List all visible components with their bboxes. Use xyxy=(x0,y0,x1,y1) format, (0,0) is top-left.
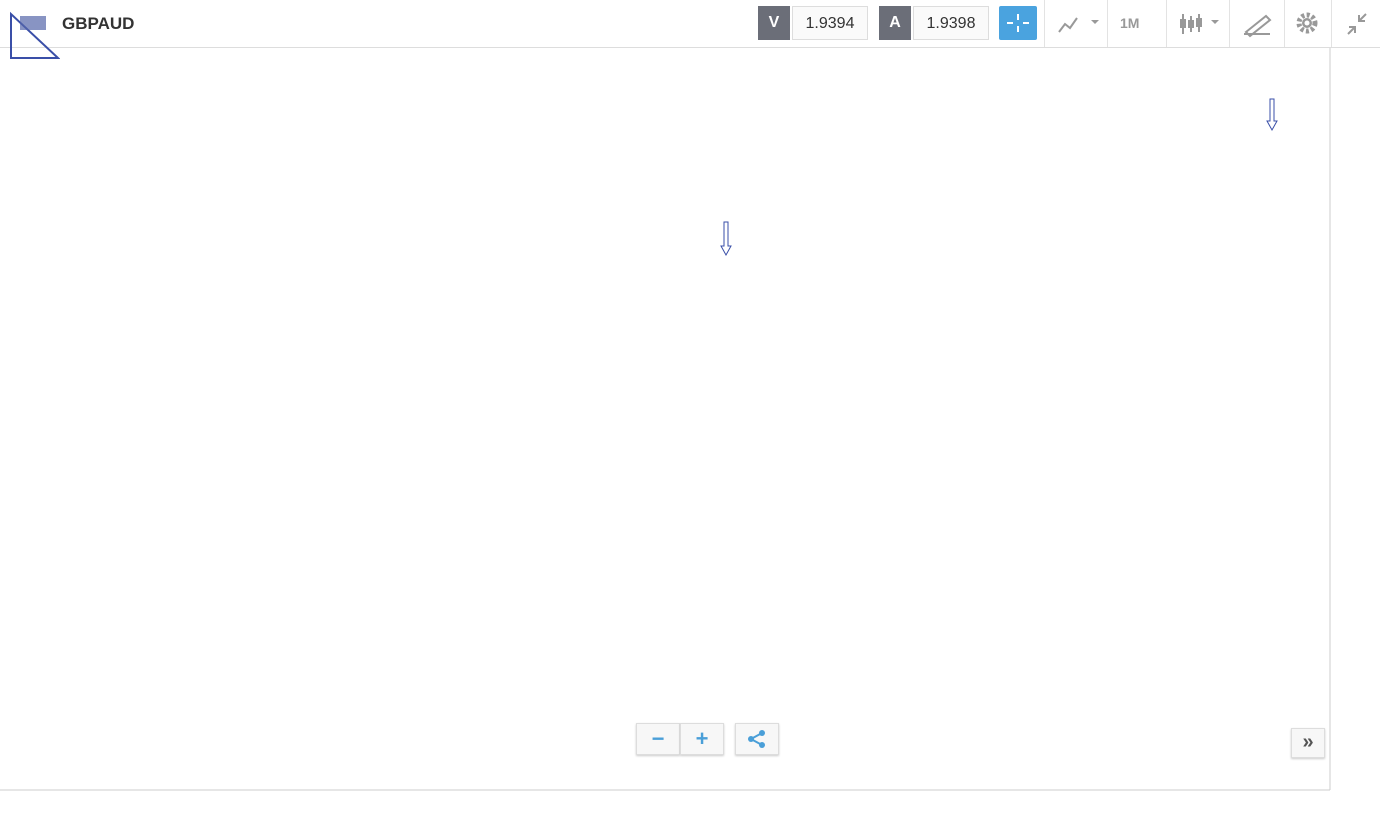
zoom-in-button[interactable]: + xyxy=(680,723,724,755)
symbol: GBPAUD xyxy=(62,14,135,33)
bid-price[interactable]: 1.9394 xyxy=(792,6,868,40)
chart-type-button[interactable] xyxy=(1166,0,1229,47)
toolbar: GBPAUD V 1.9394 A 1.9398 1M xyxy=(0,0,1380,59)
signal-arrow xyxy=(1266,98,1278,132)
timeframe-button[interactable]: 1M xyxy=(1107,0,1166,47)
draw-button[interactable] xyxy=(1229,0,1284,47)
bid-label[interactable]: V xyxy=(758,6,790,40)
indicator-button[interactable] xyxy=(1044,0,1107,47)
logo xyxy=(10,11,60,59)
ask-price[interactable]: 1.9398 xyxy=(913,6,989,40)
zoom-out-button[interactable]: − xyxy=(636,723,680,755)
scroll-end-button[interactable]: » xyxy=(1291,728,1325,758)
collapse-button[interactable] xyxy=(1331,0,1380,47)
crosshair-button[interactable] xyxy=(999,6,1037,40)
settings-button[interactable] xyxy=(1284,0,1331,47)
signal-arrow xyxy=(720,221,732,257)
timeframe: 1M xyxy=(1120,15,1140,31)
ask-label[interactable]: A xyxy=(879,6,911,40)
share-button[interactable] xyxy=(735,723,779,755)
